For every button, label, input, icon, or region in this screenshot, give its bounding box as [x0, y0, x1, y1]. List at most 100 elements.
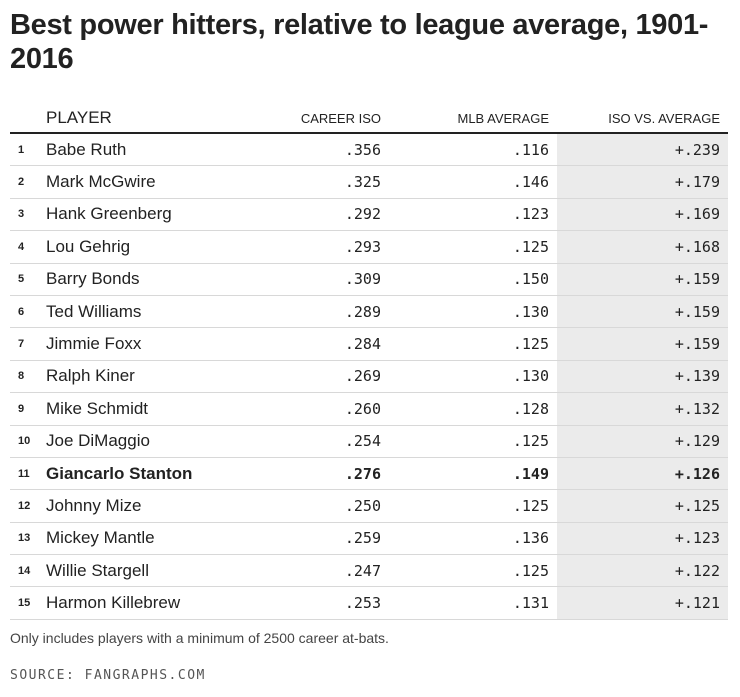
mlb-average-cell: .125 — [383, 554, 557, 588]
mlb-average-cell: .125 — [383, 489, 557, 523]
table-row: 6 Ted Williams .289.130 +.159 — [10, 295, 728, 329]
mlb-average-cell: .125 — [383, 425, 557, 458]
rank-cell: 12 — [10, 489, 44, 523]
player-name-cell: Ted Williams — [44, 295, 262, 329]
table-row: 12 Johnny Mize .250.125 +.125 — [10, 489, 728, 523]
table-row: 9 Mike Schmidt .260.128 +.132 — [10, 392, 728, 426]
footnote: Only includes players with a minimum of … — [10, 630, 389, 646]
mlb-average-cell: .123 — [383, 198, 557, 232]
career-iso-cell: .309 — [262, 263, 383, 296]
player-name-cell: Barry Bonds — [44, 263, 262, 296]
table-row: 2 Mark McGwire .325.146 +.179 — [10, 165, 728, 199]
table-row: 7 Jimmie Foxx .284.125 +.159 — [10, 327, 728, 361]
mlb-average-cell: .146 — [383, 165, 557, 199]
rank-cell: 14 — [10, 554, 44, 588]
table-row: 8 Ralph Kiner .269.130 +.139 — [10, 360, 728, 394]
career-iso-cell: .284 — [262, 327, 383, 361]
player-name-cell: Mark McGwire — [44, 165, 262, 199]
career-iso-cell: .254 — [262, 425, 383, 458]
rank-cell: 5 — [10, 263, 44, 296]
data-table-container: PLAYER CAREER ISO MLB AVERAGE ISO VS. AV… — [10, 104, 728, 620]
iso-vs-average-cell: +.132 — [557, 392, 728, 426]
iso-vs-average-cell: +.125 — [557, 489, 728, 523]
rank-cell: 11 — [10, 457, 44, 491]
header-player: PLAYER — [44, 104, 262, 134]
player-name-cell: Giancarlo Stanton — [44, 457, 262, 491]
mlb-average-cell: .125 — [383, 327, 557, 361]
career-iso-cell: .247 — [262, 554, 383, 588]
iso-vs-average-cell: +.122 — [557, 554, 728, 588]
mlb-average-cell: .116 — [383, 133, 557, 167]
rank-cell: 13 — [10, 522, 44, 556]
iso-vs-average-cell: +.123 — [557, 522, 728, 556]
iso-vs-average-cell: +.121 — [557, 586, 728, 620]
source-credit: SOURCE: FANGRAPHS.COM — [10, 668, 206, 683]
player-name-cell: Willie Stargell — [44, 554, 262, 588]
career-iso-cell: .250 — [262, 489, 383, 523]
header-iso-vs-average: ISO VS. AVERAGE — [557, 104, 728, 134]
table-row: 15 Harmon Killebrew .253.131 +.121 — [10, 586, 728, 620]
table-row: 3 Hank Greenberg .292.123 +.169 — [10, 198, 728, 232]
iso-vs-average-cell: +.159 — [557, 327, 728, 361]
rank-cell: 15 — [10, 586, 44, 620]
table-row: 14 Willie Stargell .247.125 +.122 — [10, 554, 728, 588]
player-name-cell: Jimmie Foxx — [44, 327, 262, 361]
career-iso-cell: .325 — [262, 165, 383, 199]
mlb-average-cell: .130 — [383, 360, 557, 394]
rank-cell: 9 — [10, 392, 44, 426]
iso-vs-average-cell: +.139 — [557, 360, 728, 394]
mlb-average-cell: .131 — [383, 586, 557, 620]
power-hitters-table: PLAYER CAREER ISO MLB AVERAGE ISO VS. AV… — [10, 104, 728, 620]
career-iso-cell: .259 — [262, 522, 383, 556]
table-row: 4 Lou Gehrig .293.125 +.168 — [10, 230, 728, 264]
table-body: 1 Babe Ruth .356.116 +.239 2 Mark McGwire .325… — [10, 133, 728, 620]
iso-vs-average-cell: +.129 — [557, 425, 728, 458]
iso-vs-average-cell: +.126 — [557, 457, 728, 491]
header-career-iso: CAREER ISO — [262, 104, 383, 134]
iso-vs-average-cell: +.159 — [557, 263, 728, 296]
player-name-cell: Joe DiMaggio — [44, 425, 262, 458]
career-iso-cell: .292 — [262, 198, 383, 232]
player-name-cell: Ralph Kiner — [44, 360, 262, 394]
player-name-cell: Lou Gehrig — [44, 230, 262, 264]
table-header-row: PLAYER CAREER ISO MLB AVERAGE ISO VS. AV… — [10, 104, 728, 134]
mlb-average-cell: .149 — [383, 457, 557, 491]
iso-vs-average-cell: +.169 — [557, 198, 728, 232]
iso-vs-average-cell: +.239 — [557, 133, 728, 167]
player-name-cell: Mike Schmidt — [44, 392, 262, 426]
table-row: 5 Barry Bonds .309.150 +.159 — [10, 263, 728, 296]
career-iso-cell: .253 — [262, 586, 383, 620]
mlb-average-cell: .130 — [383, 295, 557, 329]
rank-cell: 10 — [10, 425, 44, 458]
table-row: 13 Mickey Mantle .259.136 +.123 — [10, 522, 728, 556]
header-rank — [10, 104, 44, 134]
player-name-cell: Johnny Mize — [44, 489, 262, 523]
mlb-average-cell: .150 — [383, 263, 557, 296]
career-iso-cell: .289 — [262, 295, 383, 329]
iso-vs-average-cell: +.168 — [557, 230, 728, 264]
career-iso-cell: .293 — [262, 230, 383, 264]
iso-vs-average-cell: +.179 — [557, 165, 728, 199]
career-iso-cell: .269 — [262, 360, 383, 394]
career-iso-cell: .276 — [262, 457, 383, 491]
mlb-average-cell: .128 — [383, 392, 557, 426]
rank-cell: 8 — [10, 360, 44, 394]
chart-title: Best power hitters, relative to league a… — [10, 9, 709, 75]
rank-cell: 2 — [10, 165, 44, 199]
rank-cell: 3 — [10, 198, 44, 232]
header-mlb-average: MLB AVERAGE — [383, 104, 557, 134]
table-row: 1 Babe Ruth .356.116 +.239 — [10, 133, 728, 167]
rank-cell: 6 — [10, 295, 44, 329]
player-name-cell: Harmon Killebrew — [44, 586, 262, 620]
career-iso-cell: .356 — [262, 133, 383, 167]
rank-cell: 7 — [10, 327, 44, 361]
player-name-cell: Babe Ruth — [44, 133, 262, 167]
player-name-cell: Hank Greenberg — [44, 198, 262, 232]
mlb-average-cell: .136 — [383, 522, 557, 556]
iso-vs-average-cell: +.159 — [557, 295, 728, 329]
table-row: 11 Giancarlo Stanton .276.149 +.126 — [10, 457, 728, 491]
mlb-average-cell: .125 — [383, 230, 557, 264]
rank-cell: 4 — [10, 230, 44, 264]
player-name-cell: Mickey Mantle — [44, 522, 262, 556]
career-iso-cell: .260 — [262, 392, 383, 426]
